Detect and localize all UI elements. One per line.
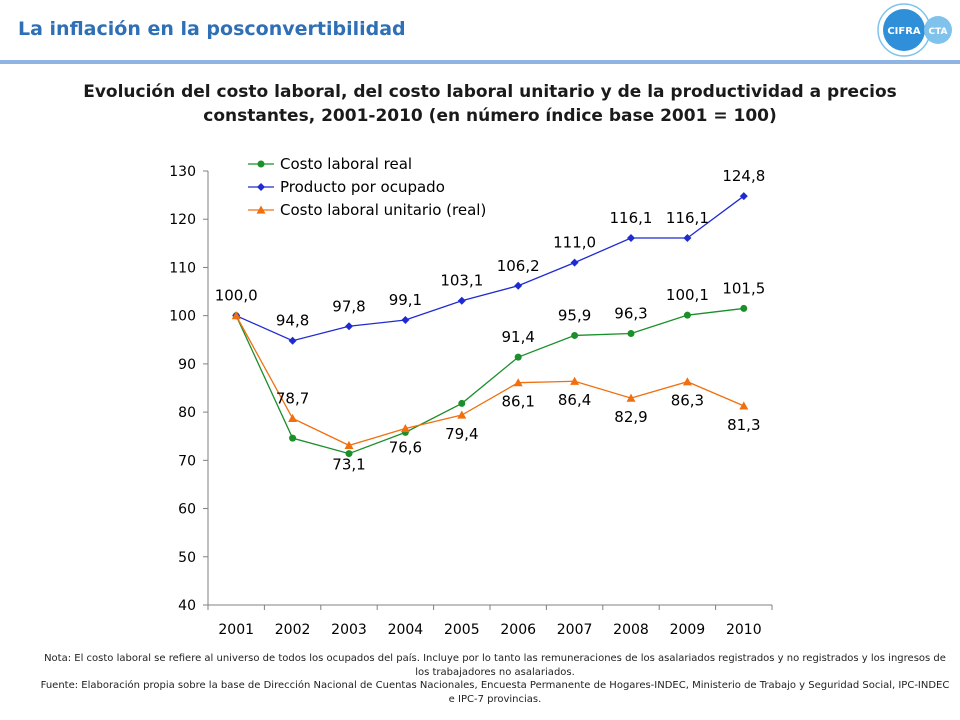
data-label: 116,1 xyxy=(666,209,709,227)
data-label: 99,1 xyxy=(389,291,422,309)
y-tick-label: 70 xyxy=(178,453,196,469)
data-point xyxy=(345,450,353,458)
data-point xyxy=(400,424,410,433)
data-point xyxy=(288,413,298,422)
y-tick-label: 130 xyxy=(169,164,196,180)
y-tick-label: 50 xyxy=(178,550,196,566)
data-point xyxy=(458,399,466,407)
data-point xyxy=(682,377,692,386)
y-tick-label: 100 xyxy=(169,309,196,325)
x-tick-label: 2005 xyxy=(444,622,480,638)
y-tick-label: 110 xyxy=(169,260,196,276)
series-line xyxy=(235,307,744,455)
data-label: 81,3 xyxy=(727,416,760,434)
y-tick-label: 120 xyxy=(169,212,196,228)
x-tick-label: 2008 xyxy=(613,622,649,638)
data-label: 111,0 xyxy=(553,234,596,252)
data-point xyxy=(626,393,636,402)
legend-label: Producto por ocupado xyxy=(280,178,445,196)
x-tick-label: 2006 xyxy=(500,622,536,638)
legend-label: Costo laboral unitario (real) xyxy=(280,201,486,219)
data-point xyxy=(683,234,692,243)
data-label: 79,4 xyxy=(445,425,478,443)
data-point xyxy=(401,316,410,325)
data-point xyxy=(457,410,467,419)
data-label: 78,7 xyxy=(276,389,309,407)
data-label: 100,0 xyxy=(215,287,258,305)
legend-marker xyxy=(256,205,266,214)
chart-title: Evolución del costo laboral, del costo l… xyxy=(83,82,897,126)
x-tick-label: 2010 xyxy=(726,622,762,638)
data-label: 124,8 xyxy=(722,167,765,185)
data-label: 97,8 xyxy=(332,297,365,315)
data-label: 103,1 xyxy=(440,272,483,290)
data-label: 101,5 xyxy=(722,279,765,297)
legend-marker xyxy=(257,160,265,168)
data-label: 106,2 xyxy=(497,257,540,275)
page-header-title: La inflación en la posconvertibilidad xyxy=(18,18,406,40)
data-label: 76,6 xyxy=(389,439,422,457)
note-text: Nota: El costo laboral se refiere al uni… xyxy=(44,653,946,678)
data-point xyxy=(513,378,523,387)
data-label: 116,1 xyxy=(610,209,653,227)
cifra-cta-logo: CIFRA CTA xyxy=(877,3,952,57)
data-label: 95,9 xyxy=(558,306,591,324)
x-tick-label: 2007 xyxy=(557,622,593,638)
y-tick-label: 60 xyxy=(178,502,196,518)
logo-left-circle xyxy=(883,9,925,51)
data-point xyxy=(288,336,297,345)
y-tick-label: 80 xyxy=(178,405,196,421)
y-tick-label: 90 xyxy=(178,357,196,373)
data-point xyxy=(571,331,579,339)
x-tick-label: 2009 xyxy=(670,622,706,638)
logo-right-text: CTA xyxy=(928,27,947,37)
data-point xyxy=(740,304,748,312)
data-point xyxy=(345,322,353,331)
data-point xyxy=(344,440,354,449)
data-label: 73,1 xyxy=(332,455,365,473)
data-point xyxy=(289,434,297,442)
x-tick-label: 2001 xyxy=(218,622,254,638)
data-point xyxy=(683,311,691,319)
data-point xyxy=(514,281,523,290)
series-line xyxy=(235,315,745,447)
data-label: 86,4 xyxy=(558,391,591,409)
y-tick-label: 40 xyxy=(178,598,196,614)
data-point xyxy=(514,353,522,361)
data-point xyxy=(627,330,635,338)
data-point xyxy=(627,234,635,243)
x-tick-label: 2002 xyxy=(275,622,311,638)
data-point xyxy=(570,376,580,385)
x-tick-label: 2003 xyxy=(331,622,367,638)
data-label: 86,3 xyxy=(671,392,704,410)
data-label: 86,1 xyxy=(501,393,534,411)
series-line xyxy=(235,195,745,342)
x-tick-label: 2004 xyxy=(388,622,424,638)
data-point xyxy=(739,401,749,410)
legend-marker xyxy=(257,183,265,191)
data-label: 94,8 xyxy=(276,312,309,330)
header-divider xyxy=(0,60,960,64)
data-label: 91,4 xyxy=(501,328,534,346)
data-label: 82,9 xyxy=(614,408,647,426)
data-point xyxy=(570,258,579,267)
source-text: Fuente: Elaboración propia sobre la base… xyxy=(40,680,950,705)
legend-label: Costo laboral real xyxy=(280,155,412,173)
data-point xyxy=(231,311,241,320)
logo-left-text: CIFRA xyxy=(887,26,921,37)
data-label: 100,1 xyxy=(666,286,709,304)
chart-notes: Nota: El costo laboral se refiere al uni… xyxy=(40,652,950,706)
logo-right-circle xyxy=(924,16,952,44)
data-point xyxy=(457,296,466,305)
data-label: 96,3 xyxy=(614,305,647,323)
data-point xyxy=(739,192,748,201)
